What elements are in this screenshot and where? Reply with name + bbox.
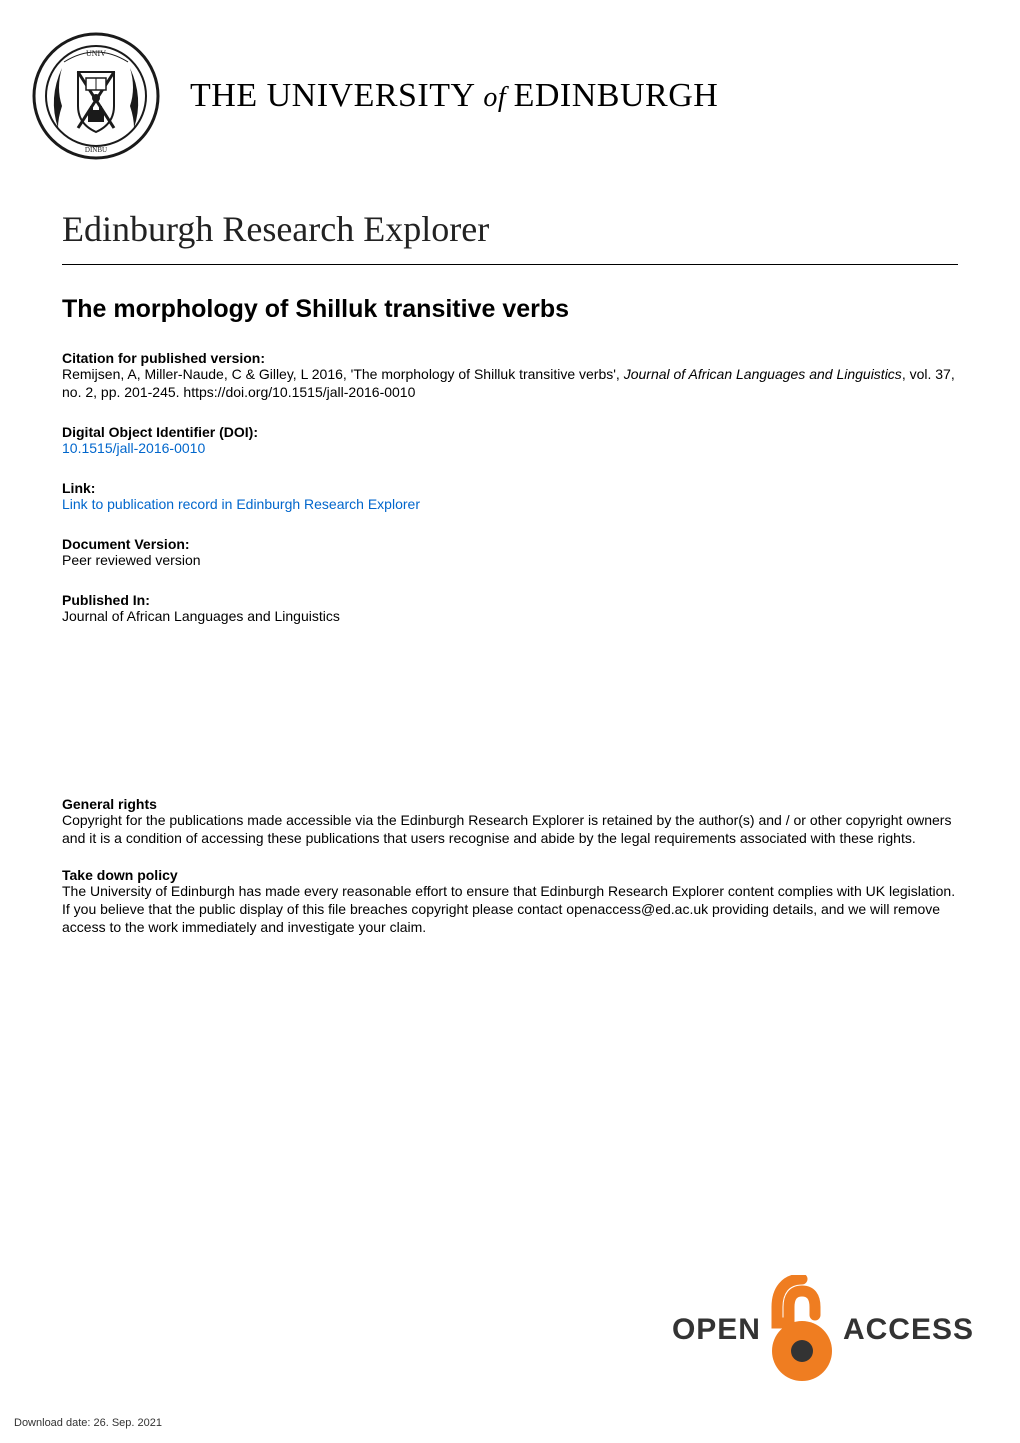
general-rights-block: General rights Copyright for the publica… — [62, 796, 958, 848]
doi-link[interactable]: 10.1515/jall-2016-0010 — [62, 440, 205, 456]
citation-journal: Journal of African Languages and Linguis… — [624, 366, 902, 382]
open-access-lock-icon — [767, 1275, 837, 1385]
university-name-pre: THE UNIVERSITY — [190, 77, 483, 114]
ere-heading: Edinburgh Research Explorer — [0, 180, 1020, 264]
paper-title: The morphology of Shilluk transitive ver… — [62, 295, 958, 324]
university-name-of: of — [483, 82, 513, 113]
takedown-block: Take down policy The University of Edinb… — [62, 867, 958, 937]
citation-pre: Remijsen, A, Miller-Naude, C & Gilley, L… — [62, 366, 624, 382]
header: UNIV DINBU THE UNIVERSITY of EDINBURGH — [0, 0, 1020, 180]
open-access-access: ACCESS — [843, 1313, 974, 1347]
general-rights-body: Copyright for the publications made acce… — [62, 812, 958, 848]
general-rights-head: General rights — [62, 796, 958, 812]
svg-text:DINBU: DINBU — [85, 146, 107, 154]
university-name-post: EDINBURGH — [514, 77, 719, 114]
open-access-badge: OPEN ACCESS — [672, 1275, 974, 1385]
university-name: THE UNIVERSITY of EDINBURGH — [190, 77, 718, 115]
citation-head: Citation for published version: — [62, 350, 958, 366]
open-access-open: OPEN — [672, 1313, 761, 1347]
citation-block: Citation for published version: Remijsen… — [62, 350, 958, 402]
doc-version-head: Document Version: — [62, 536, 958, 552]
link-block: Link: Link to publication record in Edin… — [62, 480, 958, 514]
published-in-head: Published In: — [62, 592, 958, 608]
doc-version-value: Peer reviewed version — [62, 552, 958, 570]
citation-body: Remijsen, A, Miller-Naude, C & Gilley, L… — [62, 366, 958, 402]
doi-block: Digital Object Identifier (DOI): 10.1515… — [62, 424, 958, 458]
download-date: Download date: 26. Sep. 2021 — [14, 1417, 162, 1429]
content: The morphology of Shilluk transitive ver… — [0, 265, 1020, 937]
publication-record-link[interactable]: Link to publication record in Edinburgh … — [62, 496, 420, 512]
published-in-block: Published In: Journal of African Languag… — [62, 592, 958, 626]
takedown-head: Take down policy — [62, 867, 958, 883]
link-head: Link: — [62, 480, 958, 496]
takedown-body: The University of Edinburgh has made eve… — [62, 883, 958, 937]
doc-version-block: Document Version: Peer reviewed version — [62, 536, 958, 570]
doi-head: Digital Object Identifier (DOI): — [62, 424, 958, 440]
university-crest-icon: UNIV DINBU — [28, 28, 164, 164]
svg-text:UNIV: UNIV — [86, 49, 106, 58]
published-in-value: Journal of African Languages and Linguis… — [62, 608, 958, 626]
